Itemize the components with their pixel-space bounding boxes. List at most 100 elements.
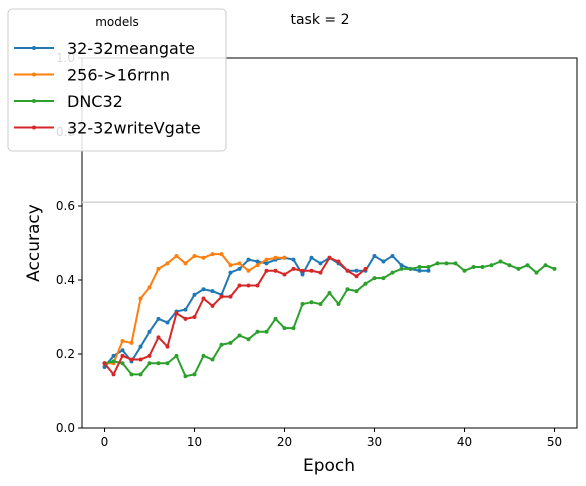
data-point	[183, 374, 188, 379]
data-point	[147, 329, 152, 334]
data-point	[381, 259, 386, 264]
data-point	[219, 342, 224, 347]
data-point	[408, 266, 413, 271]
data-point	[237, 266, 242, 271]
data-point	[453, 261, 458, 266]
legend-label: 32-32meangate	[67, 39, 195, 58]
y-tick-label: 0.2	[56, 347, 75, 361]
data-point	[318, 302, 323, 307]
data-point	[246, 257, 251, 262]
data-point	[228, 294, 233, 299]
data-point	[552, 266, 557, 271]
data-point	[327, 290, 332, 295]
data-point	[471, 265, 476, 270]
data-point	[399, 266, 404, 271]
legend-label: DNC32	[67, 92, 123, 111]
data-point	[111, 372, 116, 377]
x-tick-label: 50	[547, 435, 562, 449]
data-point	[300, 268, 305, 273]
legend-item: 256->16rrnn	[14, 66, 170, 85]
legend-items: 32-32meangate 256->16rrnn DNC32 32-32writeV…	[14, 39, 201, 138]
y-axis-label: Accuracy	[24, 204, 44, 282]
data-point	[516, 266, 521, 271]
legend-item: 32-32writeVgate	[14, 119, 201, 138]
y-tick-label: 0.6	[56, 199, 75, 213]
data-point	[129, 372, 134, 377]
data-point	[345, 287, 350, 292]
data-point	[246, 268, 251, 273]
legend: models 32-32meangate256->16rrnnDNC3232-3…	[7, 8, 227, 152]
data-point	[201, 296, 206, 301]
data-point	[147, 353, 152, 358]
data-point	[282, 255, 287, 260]
data-point	[228, 340, 233, 345]
data-point	[120, 361, 125, 366]
data-point	[354, 268, 359, 273]
data-point	[336, 302, 341, 307]
x-axis-ticks: 0 10 20 30 40 50	[101, 428, 562, 449]
legend-label: 32-32writeVgate	[67, 119, 201, 138]
data-point	[417, 265, 422, 270]
data-point	[237, 283, 242, 288]
data-point	[273, 268, 278, 273]
data-point	[228, 263, 233, 268]
data-point	[291, 326, 296, 331]
data-point	[363, 281, 368, 286]
data-point	[372, 276, 377, 281]
data-point	[147, 285, 152, 290]
data-point	[228, 270, 233, 275]
data-point	[444, 261, 449, 266]
data-point	[264, 329, 269, 334]
legend-marker	[32, 99, 36, 103]
data-point	[183, 316, 188, 321]
data-point	[255, 283, 260, 288]
data-point	[102, 361, 107, 366]
data-point	[327, 255, 332, 260]
data-point	[255, 329, 260, 334]
x-tick-label: 20	[277, 435, 292, 449]
data-point	[426, 268, 431, 273]
data-point	[273, 316, 278, 321]
data-point	[201, 255, 206, 260]
data-point	[345, 268, 350, 273]
data-point	[255, 259, 260, 264]
data-point	[138, 344, 143, 349]
data-point	[435, 261, 440, 266]
data-point	[255, 263, 260, 268]
data-point	[111, 359, 116, 364]
data-point	[534, 270, 539, 275]
data-point	[219, 294, 224, 299]
legend-label: 256->16rrnn	[67, 66, 170, 85]
data-point	[246, 283, 251, 288]
data-point	[129, 340, 134, 345]
data-point	[111, 353, 116, 358]
data-point	[174, 311, 179, 316]
legend-box	[7, 8, 227, 152]
y-tick-label: 0.0	[56, 421, 75, 435]
data-point	[201, 353, 206, 358]
data-point	[309, 268, 314, 273]
data-point	[309, 255, 314, 260]
data-point	[120, 353, 125, 358]
data-point	[237, 333, 242, 338]
data-point	[129, 357, 134, 362]
data-point	[147, 361, 152, 366]
data-point	[309, 300, 314, 305]
x-axis-label: Epoch	[303, 456, 355, 476]
data-point	[489, 263, 494, 268]
legend-marker	[32, 125, 36, 130]
data-point	[300, 272, 305, 277]
data-point	[192, 253, 197, 258]
data-point	[399, 263, 404, 268]
series-256->16rrnn	[102, 252, 287, 366]
x-tick-label: 10	[187, 435, 202, 449]
legend-item: 32-32meangate	[14, 39, 195, 58]
data-point	[237, 261, 242, 266]
y-tick-label: 0.4	[56, 273, 75, 287]
data-point	[165, 320, 170, 325]
data-point	[183, 261, 188, 266]
data-point	[543, 263, 548, 268]
data-point	[138, 296, 143, 301]
data-point	[210, 303, 215, 308]
